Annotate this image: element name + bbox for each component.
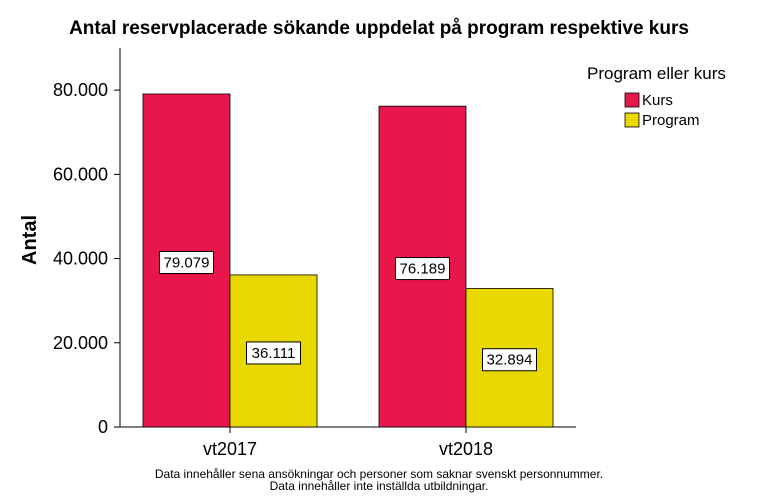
legend-label-kurs: Kurs: [642, 92, 673, 109]
data-label: 76.189: [400, 261, 446, 278]
y-tick-label: 20.000: [53, 333, 108, 353]
data-label-box: [395, 257, 450, 281]
bars: 79.079 36.111 76.189 32.894: [142, 93, 554, 428]
x-ticks: vt2017 vt2018: [203, 427, 493, 459]
data-label: 79.079: [164, 254, 210, 271]
data-label-box: [159, 250, 214, 274]
x-tick-label: vt2017: [203, 439, 257, 459]
y-tick-label: 0: [98, 417, 108, 437]
footnote-line: Data innehåller inte inställda utbildnin…: [270, 479, 489, 493]
legend-label-program: Program: [642, 112, 700, 129]
data-label: 36.111: [252, 345, 296, 362]
legend-title: Program eller kurs: [587, 64, 726, 83]
legend-swatch-kurs: [624, 92, 640, 108]
y-tick-label: 80.000: [53, 80, 108, 100]
data-label-box: [482, 348, 537, 372]
data-label-box: [246, 341, 301, 365]
y-axis-label: Antal: [19, 215, 41, 265]
footnotes: Data innehåller sena ansökningar och per…: [155, 467, 603, 493]
chart-title: Antal reservplacerade sökande uppdelat p…: [69, 18, 689, 39]
y-ticks: 0 20.000 40.000 60.000 80.000: [53, 80, 120, 437]
data-label: 32.894: [487, 352, 533, 369]
y-tick-label: 40.000: [53, 249, 108, 269]
legend: Program eller kurs Kurs Program: [587, 64, 726, 129]
legend-swatch-program: [624, 112, 640, 128]
x-tick-label: vt2018: [439, 439, 493, 459]
y-tick-label: 60.000: [53, 164, 108, 184]
footnote-line: Data innehåller sena ansökningar och per…: [155, 467, 603, 481]
